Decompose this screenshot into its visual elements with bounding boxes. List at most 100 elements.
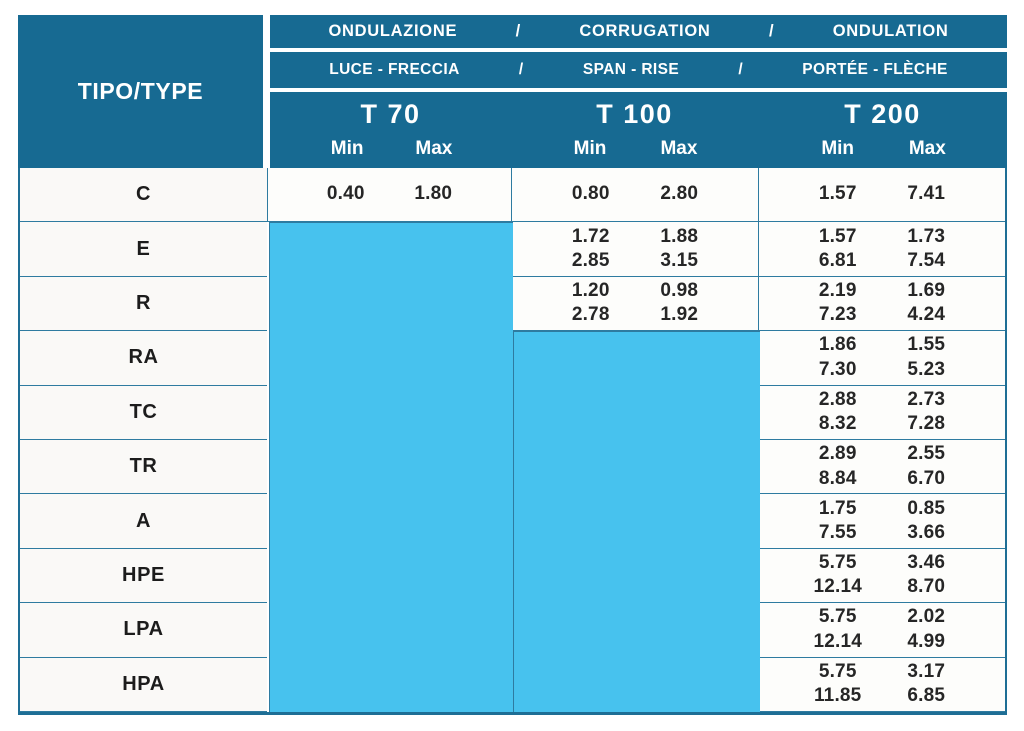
row-label-tc: TC [20,385,267,440]
value-line: 12.14 [813,576,862,598]
group-header-t70: T 70 Min Max [270,92,511,168]
t200-max-value: 1.55 5.23 [882,331,971,384]
t200-min-value: 1.75 7.55 [793,494,882,547]
t200-min-value: 5.75 12.14 [793,603,882,656]
value-line: 7.55 [818,522,857,544]
t200-max-value: 2.02 4.99 [882,603,971,656]
value-line: 1.55 [907,334,946,356]
t100-empty-region [513,331,760,712]
minmax-values: 1.86 7.30 1.55 5.23 [759,331,1005,384]
value-line: 8.84 [818,467,857,489]
group-title-t70: T 70 [360,99,421,129]
table-body: C 0.40 1.80 0.80 2.80 1.57 7.41 E 1.72 2.85 1.88 3.… [18,168,1007,715]
cell-hpa-t200: 5.75 11.85 3.17 6.85 [758,657,1005,712]
max-label: Max [908,138,946,159]
value-line: 1.69 [907,279,946,301]
cell-r-t200: 2.19 7.23 1.69 4.24 [758,276,1005,332]
minmax-values: 2.88 8.32 2.73 7.28 [759,386,1005,439]
value-line: 2.80 [660,183,699,205]
t200-max-value: 1.69 4.24 [882,277,971,330]
cell-c-t100: 0.80 2.80 [511,168,758,223]
minmax-values: 5.75 12.14 2.02 4.99 [759,603,1005,656]
value-line: 0.98 [660,279,699,301]
value-line: 5.23 [907,358,946,380]
minmax-values: 5.75 12.14 3.46 8.70 [759,549,1005,602]
value-line: 2.02 [907,606,946,628]
value-line: 2.85 [571,250,610,272]
t200-min-value: 2.19 7.23 [793,277,882,330]
t200-max-value: 3.17 6.85 [882,658,971,711]
minmax-values: 2.19 7.23 1.69 4.24 [759,277,1005,330]
row-label-hpe: HPE [20,548,267,604]
value-line: 1.72 [571,225,610,247]
value-line: 3.46 [907,551,946,573]
slash-separator: / [518,61,524,78]
header-row-span-rise: LUCE - FRECCIA / SPAN - RISE / PORTÉE - … [270,52,1007,88]
t200-max-value: 1.73 7.54 [882,222,971,275]
t200-min-value: 2.89 8.84 [793,440,882,493]
minmax-labels-t70: Min Max [270,130,511,168]
min-label: Min [330,138,364,159]
max-label: Max [415,138,453,159]
t100-max-value: 1.88 3.15 [635,222,724,275]
value-line: 1.80 [414,183,453,205]
value-line: 1.57 [818,183,857,205]
value-line: 4.24 [907,304,946,326]
value-line: 4.99 [907,630,946,652]
t70-empty-region [269,222,513,712]
value-line: 2.89 [818,443,857,465]
minmax-values: 2.89 8.84 2.55 6.70 [759,440,1005,493]
row-label-hpa: HPA [20,657,267,712]
minmax-values: 1.72 2.85 1.88 3.15 [512,222,758,275]
row-label-c: C [20,168,267,223]
value-line: 1.75 [818,497,857,519]
minmax-values: 1.75 7.55 0.85 3.66 [759,494,1005,547]
header-row-groups: T 70 Min Max T 100 Min Max [270,92,1007,168]
value-line: 3.15 [660,250,699,272]
value-line: 1.20 [571,279,610,301]
value-line: 6.85 [907,685,946,707]
header-ondulation: ONDULATION [832,22,949,40]
t200-max-value: 0.85 3.66 [882,494,971,547]
cell-tr-t200: 2.89 8.84 2.55 6.70 [758,439,1005,495]
row-label-lpa: LPA [20,603,267,658]
t70-max-value: 1.80 [389,168,476,221]
t100-max-value: 0.98 1.92 [635,277,724,330]
minmax-values: 1.20 2.78 0.98 1.92 [512,277,758,330]
t200-max-value: 2.73 7.28 [882,386,971,439]
t100-min-value: 1.72 2.85 [546,222,635,275]
cell-r-t100: 1.20 2.78 0.98 1.92 [511,276,758,332]
header-bands: ONDULAZIONE / CORRUGATION / ONDULATION L… [270,15,1007,168]
value-line: 6.70 [907,467,946,489]
corrugation-span-table: TIPO/TYPE ONDULAZIONE / CORRUGATION / ON… [18,15,1007,715]
cell-c-t200: 1.57 7.41 [758,168,1005,223]
value-line: 2.19 [818,279,857,301]
value-line: 12.14 [813,630,862,652]
header-span-rise: SPAN - RISE [582,61,680,78]
value-line: 1.88 [660,225,699,247]
t100-min-value: 1.20 2.78 [546,277,635,330]
t100-max-value: 2.80 [635,168,724,221]
slash-separator: / [768,22,775,40]
value-line: 5.75 [818,606,857,628]
group-title-t200: T 200 [844,99,921,129]
group-header-t200: T 200 Min Max [758,92,1007,168]
table-header: TIPO/TYPE ONDULAZIONE / CORRUGATION / ON… [18,15,1007,168]
minmax-values: 5.75 11.85 3.17 6.85 [759,658,1005,711]
cell-hpe-t200: 5.75 12.14 3.46 8.70 [758,548,1005,604]
cell-e-t100: 1.72 2.85 1.88 3.15 [511,222,758,277]
value-line: 5.75 [818,551,857,573]
value-line: 1.57 [818,225,857,247]
row-label-a: A [20,494,267,549]
slash-separator: / [515,22,521,40]
minmax-labels-t200: Min Max [758,130,1007,168]
minmax-values: 1.57 7.41 [759,168,1005,221]
group-header-t100: T 100 Min Max [511,92,758,168]
value-line: 3.66 [907,522,946,544]
minmax-values: 1.57 6.81 1.73 7.54 [759,222,1005,275]
value-line: 2.73 [907,388,946,410]
value-line: 0.40 [326,183,365,205]
t70-min-value: 0.40 [302,168,389,221]
value-line: 7.41 [907,183,946,205]
